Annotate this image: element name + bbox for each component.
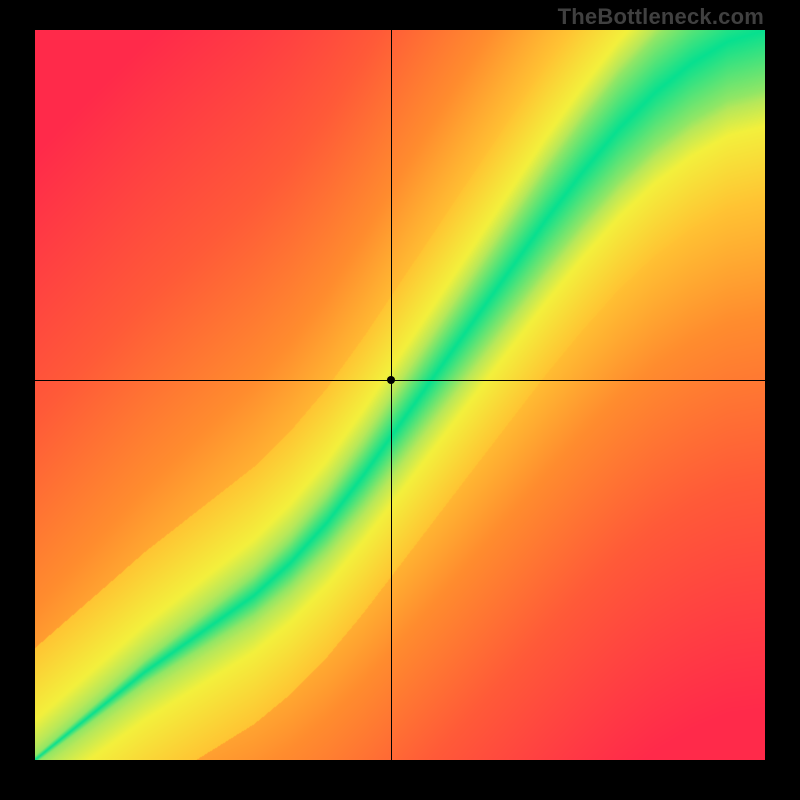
plot-area (35, 30, 765, 760)
watermark-text: TheBottleneck.com (558, 4, 764, 30)
heatmap-canvas (35, 30, 765, 760)
chart-container: TheBottleneck.com (0, 0, 800, 800)
